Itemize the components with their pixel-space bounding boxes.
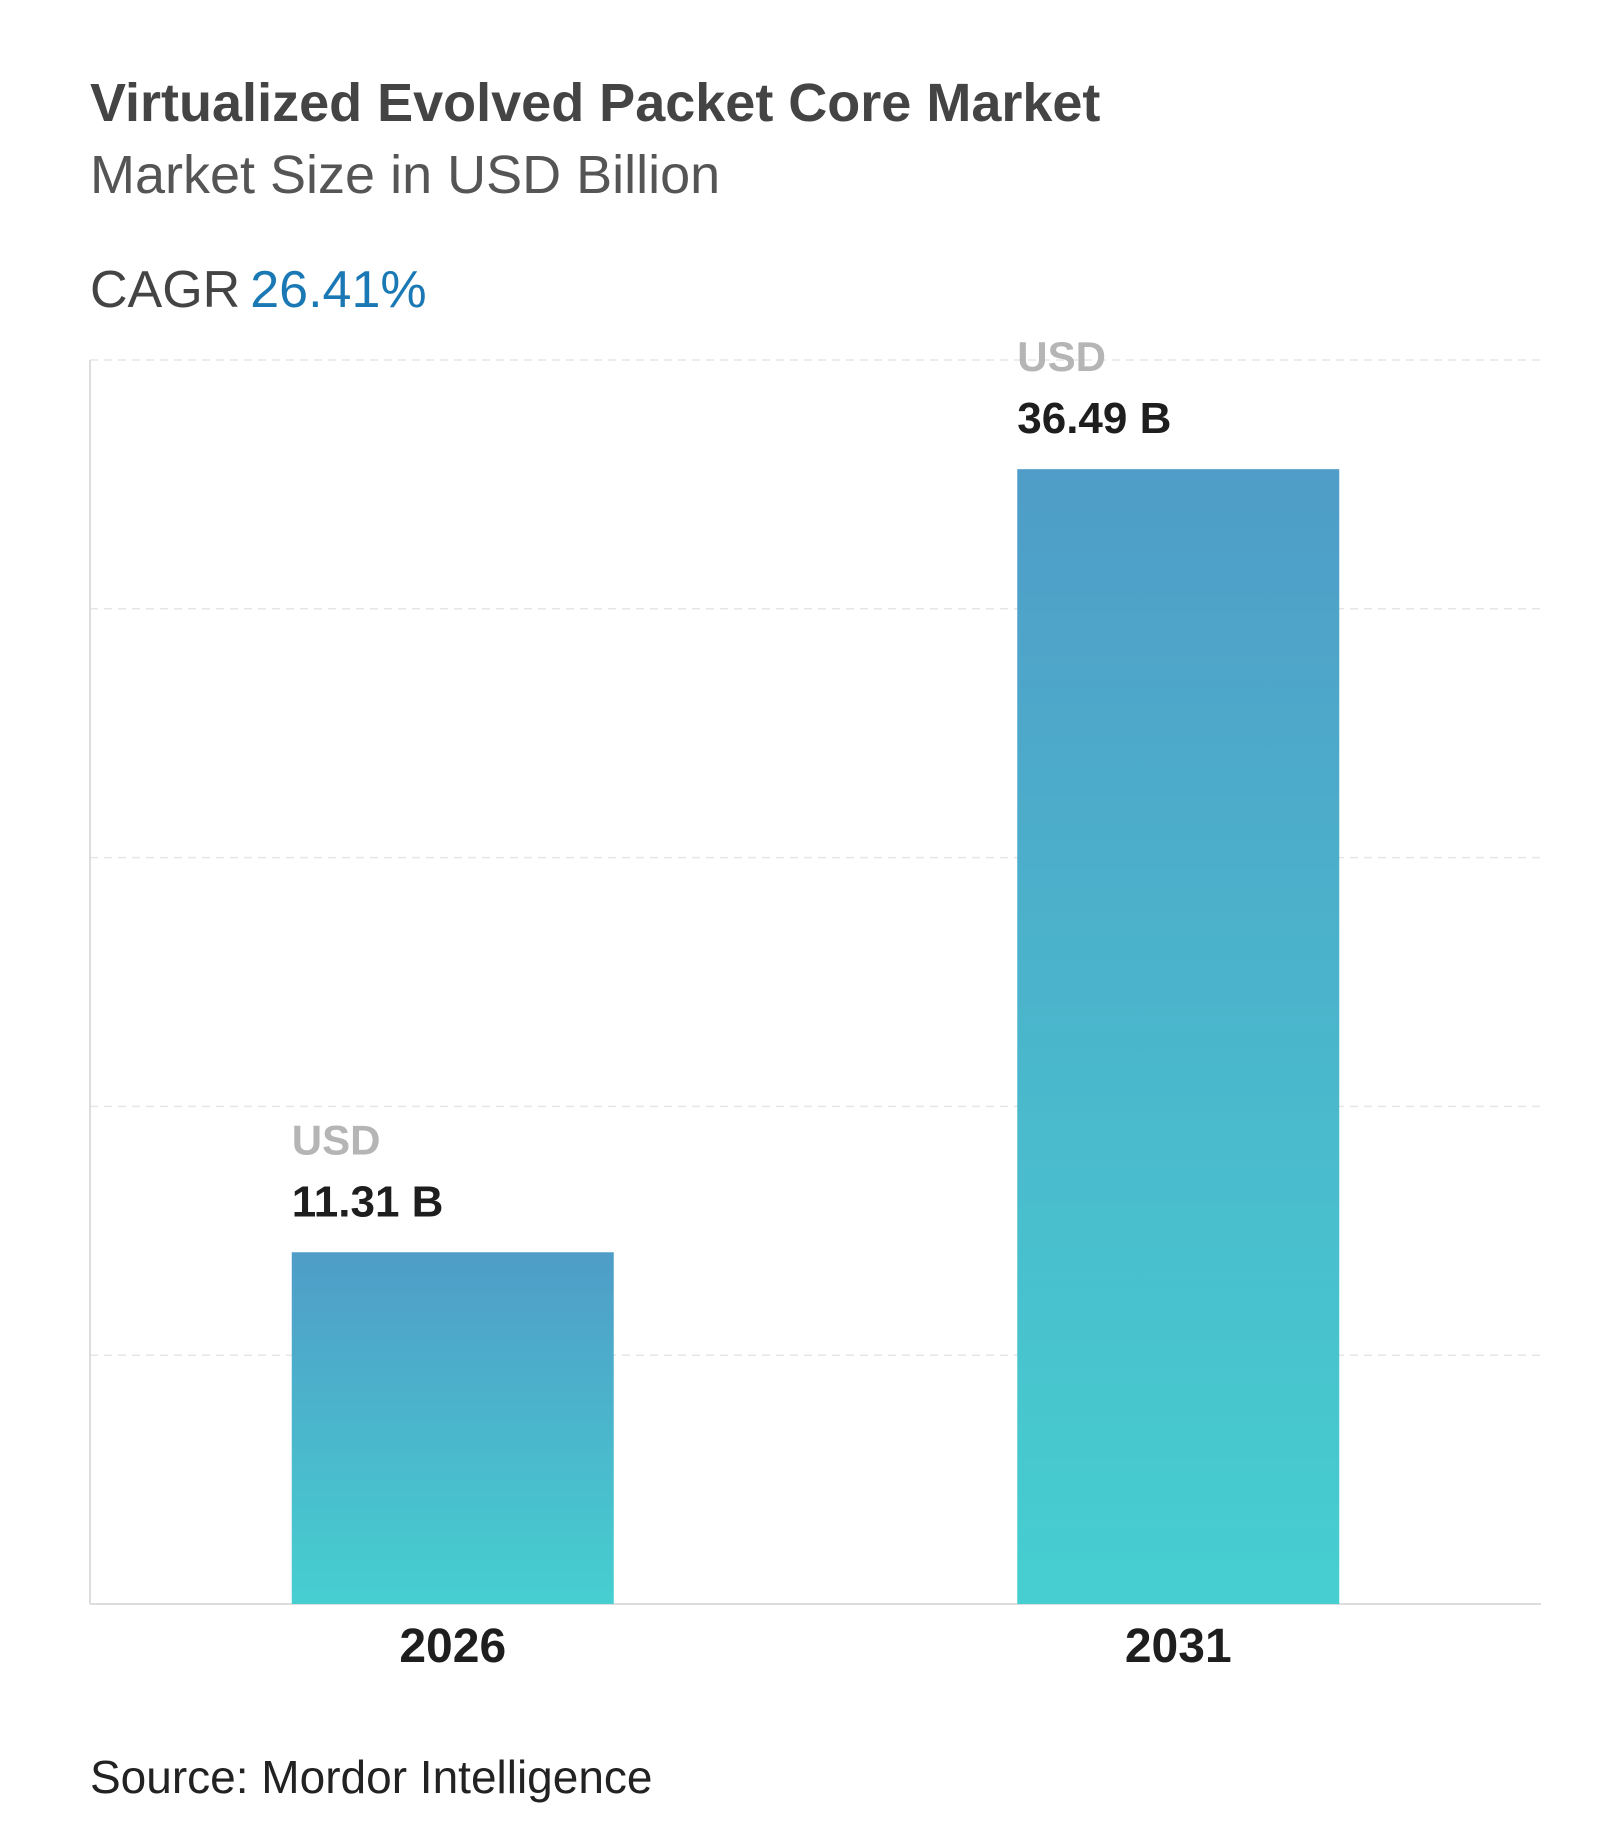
data-label-value: 11.31 B: [292, 1177, 444, 1226]
data-label-prefix: USD: [292, 1116, 381, 1163]
cagr-value: 26.41%: [250, 261, 427, 319]
x-tick-label: 2026: [399, 1620, 506, 1673]
chart-subtitle: Market Size in USD Billion: [90, 145, 721, 205]
data-label-value: 36.49 B: [1017, 394, 1171, 443]
cagr-label: CAGR: [90, 261, 241, 319]
data-label-prefix: USD: [1017, 333, 1106, 380]
bar-2026: [291, 1252, 614, 1604]
bar-2031: [1017, 469, 1340, 1604]
x-tick-label: 2031: [1125, 1620, 1232, 1673]
chart-title: Virtualized Evolved Packet Core Market: [90, 73, 1101, 133]
cagr: CAGR 26.41%: [90, 260, 427, 320]
source-note: Source: Mordor Intelligence: [90, 1751, 653, 1803]
